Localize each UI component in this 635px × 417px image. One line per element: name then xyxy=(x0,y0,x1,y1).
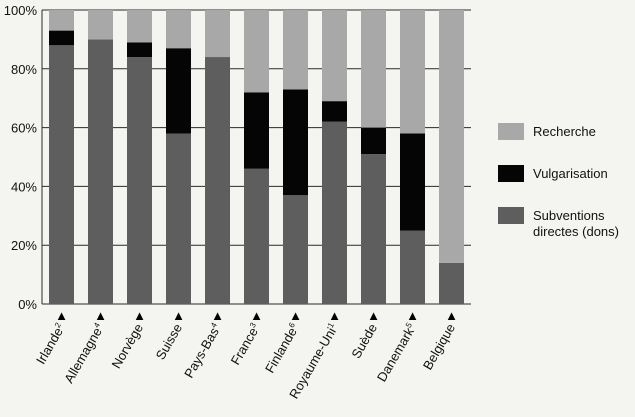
y-tick-label: 20% xyxy=(11,238,37,253)
triangle-marker-icon: ▲ xyxy=(367,308,380,323)
legend-label: Subventions directes (dons) xyxy=(533,208,619,239)
bar-segment xyxy=(166,133,191,304)
x-tick-label-text: Pays-Bas xyxy=(181,324,222,380)
bar-segment xyxy=(127,57,152,304)
bar-segment xyxy=(166,10,191,49)
bar-segment xyxy=(205,10,230,58)
y-tick-label: 40% xyxy=(11,179,37,194)
y-tick-label: 80% xyxy=(11,62,37,77)
x-tick-label-text: Belgique xyxy=(420,321,458,372)
bar-segment xyxy=(439,262,464,304)
x-tick-label-text: Suède xyxy=(348,321,380,361)
chart-legend: Recherche Vulgarisation Subventions direct… xyxy=(498,122,633,240)
x-tick-label-superscript: 4 xyxy=(209,321,219,330)
bar-segment xyxy=(361,154,386,304)
bar-segment xyxy=(49,45,74,304)
bar-segment xyxy=(283,89,308,196)
x-tick-label-superscript: 4 xyxy=(92,321,102,330)
bar-segment xyxy=(88,39,113,305)
bar-segment xyxy=(361,10,386,128)
bar-segment xyxy=(127,10,152,43)
legend-item: Recherche xyxy=(498,122,633,140)
x-tick-label-group: Danemark5 xyxy=(374,321,419,385)
bar-segment xyxy=(400,133,425,231)
x-tick-label-superscript: 2 xyxy=(53,321,63,330)
bar-segment xyxy=(166,48,191,134)
legend-label: Vulgarisation xyxy=(533,166,608,181)
x-tick-label-text: Finlande xyxy=(262,325,300,376)
x-tick-label-text: Irlande xyxy=(33,325,66,367)
bar-segment xyxy=(322,10,347,102)
triangle-marker-icon: ▲ xyxy=(133,308,146,323)
bar-segment xyxy=(322,121,347,304)
bar-segment xyxy=(400,10,425,134)
legend-swatch xyxy=(498,165,524,182)
x-tick-label-text: Allemagne xyxy=(61,325,105,386)
bar-segment xyxy=(283,10,308,90)
x-tick-label-superscript: 6 xyxy=(287,321,297,330)
y-tick-label: 100% xyxy=(4,3,38,18)
x-tick-label-group: Allemagne4 xyxy=(61,321,107,386)
x-tick-label: France3 xyxy=(228,321,264,368)
x-tick-label: Belgique xyxy=(420,321,458,372)
triangle-marker-icon: ▲ xyxy=(94,308,107,323)
legend-swatch xyxy=(498,207,524,224)
triangle-marker-icon: ▲ xyxy=(250,308,263,323)
bar-segment xyxy=(205,57,230,304)
bar-segment xyxy=(49,10,74,31)
bar-segment xyxy=(322,101,347,122)
x-tick-label: Allemagne4 xyxy=(61,321,107,386)
legend-item: Vulgarisation xyxy=(498,164,633,182)
triangle-marker-icon: ▲ xyxy=(211,308,224,323)
y-tick-label: 0% xyxy=(18,297,37,312)
x-tick-label-group: France3 xyxy=(228,321,264,368)
x-tick-label: Suède xyxy=(348,321,380,361)
x-tick-label: Norvège xyxy=(109,321,147,371)
triangle-marker-icon: ▲ xyxy=(55,308,68,323)
bar-segment xyxy=(88,10,113,40)
x-tick-label: Suisse xyxy=(153,321,186,362)
x-tick-label: Danemark5 xyxy=(374,321,419,385)
bar-segment xyxy=(244,168,269,304)
x-tick-label-text: Danemark xyxy=(374,324,417,384)
bar-segment xyxy=(439,10,464,263)
y-tick-label: 60% xyxy=(11,121,37,136)
x-tick-label-text: Norvège xyxy=(109,321,147,371)
x-tick-label-group: Norvège xyxy=(109,321,147,371)
x-tick-label-text: Suisse xyxy=(153,321,186,362)
bar-segment xyxy=(400,230,425,304)
bar-segment xyxy=(283,195,308,304)
legend-label: Recherche xyxy=(533,124,596,139)
bar-segment xyxy=(49,30,74,46)
x-tick-label-superscript: 3 xyxy=(248,321,258,330)
triangle-marker-icon: ▲ xyxy=(406,308,419,323)
x-tick-label-group: Belgique xyxy=(420,321,458,372)
x-tick-label: Finlande6 xyxy=(262,321,302,376)
x-tick-label-superscript: 5 xyxy=(404,321,414,330)
bar-segment xyxy=(244,92,269,169)
x-tick-label: Irlande2 xyxy=(33,321,68,367)
x-tick-label-group: Suède xyxy=(348,321,380,361)
legend-item: Subventions directes (dons) xyxy=(498,206,633,240)
legend-swatch xyxy=(498,123,524,140)
bar-segment xyxy=(361,127,386,155)
x-tick-label: Pays-Bas4 xyxy=(181,321,224,381)
x-tick-label-group: Suisse xyxy=(153,321,186,362)
x-tick-label-group: Pays-Bas4 xyxy=(181,321,224,381)
triangle-marker-icon: ▲ xyxy=(328,308,341,323)
x-tick-label-superscript: 1 xyxy=(326,321,336,330)
x-tick-label-group: Irlande2 xyxy=(33,321,68,367)
x-tick-label-group: Finlande6 xyxy=(262,321,302,376)
triangle-marker-icon: ▲ xyxy=(172,308,185,323)
bar-segment xyxy=(127,42,152,58)
triangle-marker-icon: ▲ xyxy=(289,308,302,323)
triangle-marker-icon: ▲ xyxy=(445,308,458,323)
x-tick-label-text: France xyxy=(228,325,261,368)
bar-segment xyxy=(244,10,269,93)
